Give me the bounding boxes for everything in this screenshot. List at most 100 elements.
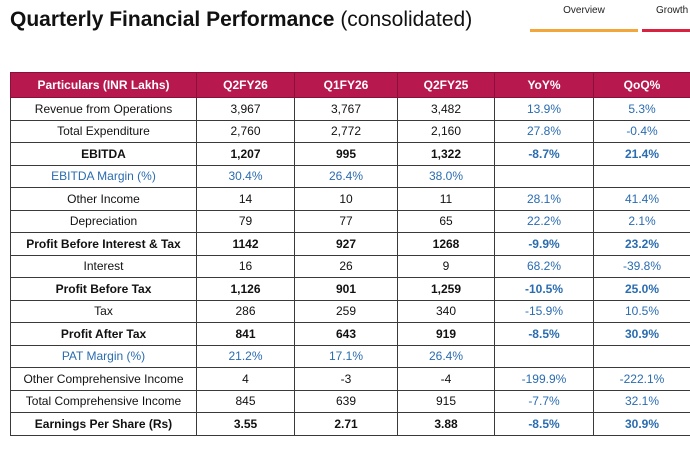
row-label: Depreciation — [10, 209, 197, 233]
column-header-q2fy25: Q2FY25 — [397, 72, 495, 98]
financial-table: Particulars (INR Lakhs) Q2FY26 Q1FY26 Q2… — [10, 72, 690, 436]
cell-qoq: 5.3% — [593, 97, 690, 121]
cell-q2fy26: 79 — [196, 209, 295, 233]
tab-growth[interactable]: Growth & — [642, 0, 690, 34]
cell-yoy: -9.9% — [494, 232, 594, 256]
cell-q2fy26: 1142 — [196, 232, 295, 256]
cell-q1fy26: 2,772 — [294, 119, 398, 143]
cell-qoq — [593, 344, 690, 368]
cell-yoy: 13.9% — [494, 97, 594, 121]
cell-q2fy26: 3.55 — [196, 412, 295, 436]
cell-q2fy26: 30.4% — [196, 164, 295, 188]
cell-q1fy26: 26 — [294, 254, 398, 278]
table-row: PAT Margin (%) 21.2% 17.1% 26.4% — [10, 344, 690, 368]
cell-q1fy26: 17.1% — [294, 344, 398, 368]
row-label: Profit Before Interest & Tax — [10, 232, 197, 256]
cell-q2fy26: 14 — [196, 187, 295, 211]
cell-yoy: -8.5% — [494, 322, 594, 346]
cell-yoy: -7.7% — [494, 389, 594, 413]
cell-qoq: 2.1% — [593, 209, 690, 233]
table-row: Tax 286 259 340 -15.9% 10.5% — [10, 299, 690, 323]
cell-qoq: 25.0% — [593, 277, 690, 301]
tab-overview-label: Overview — [563, 5, 605, 16]
cell-q1fy26: 10 — [294, 187, 398, 211]
cell-qoq: -39.8% — [593, 254, 690, 278]
table-row: Total Comprehensive Income 845 639 915 -… — [10, 389, 690, 413]
cell-q2fy26: 1,207 — [196, 142, 295, 166]
row-label: Total Comprehensive Income — [10, 389, 197, 413]
row-label: Interest — [10, 254, 197, 278]
cell-qoq: 23.2% — [593, 232, 690, 256]
table-row: Depreciation 79 77 65 22.2% 2.1% — [10, 209, 690, 233]
cell-yoy: -199.9% — [494, 367, 594, 391]
cell-q1fy26: 77 — [294, 209, 398, 233]
table-row: Profit Before Interest & Tax 1142 927 12… — [10, 232, 690, 256]
row-label: PAT Margin (%) — [10, 344, 197, 368]
column-header-yoy: YoY% — [494, 72, 594, 98]
cell-q1fy26: 643 — [294, 322, 398, 346]
cell-q1fy26: 259 — [294, 299, 398, 323]
column-header-q2fy26: Q2FY26 — [196, 72, 295, 98]
cell-q1fy26: 26.4% — [294, 164, 398, 188]
row-label: Profit Before Tax — [10, 277, 197, 301]
cell-q2fy26: 16 — [196, 254, 295, 278]
cell-q2fy25: 3.88 — [397, 412, 495, 436]
table-header-row: Particulars (INR Lakhs) Q2FY26 Q1FY26 Q2… — [10, 72, 690, 98]
cell-q2fy26: 3,967 — [196, 97, 295, 121]
row-label: Profit After Tax — [10, 322, 197, 346]
tab-overview[interactable]: Overview — [530, 0, 638, 34]
table-row: Other Income 14 10 11 28.1% 41.4% — [10, 187, 690, 211]
row-label: Total Expenditure — [10, 119, 197, 143]
cell-qoq: 41.4% — [593, 187, 690, 211]
tab-growth-underline — [642, 29, 690, 32]
cell-yoy — [494, 164, 594, 188]
cell-q1fy26: 639 — [294, 389, 398, 413]
row-label: EBITDA Margin (%) — [10, 164, 197, 188]
table-row: Profit After Tax 841 643 919 -8.5% 30.9% — [10, 322, 690, 346]
cell-q1fy26: 927 — [294, 232, 398, 256]
column-header-qoq: QoQ% — [593, 72, 690, 98]
cell-qoq: 32.1% — [593, 389, 690, 413]
row-label: Earnings Per Share (Rs) — [10, 412, 197, 436]
cell-q2fy26: 1,126 — [196, 277, 295, 301]
cell-q1fy26: 3,767 — [294, 97, 398, 121]
row-label: Revenue from Operations — [10, 97, 197, 121]
cell-yoy: -15.9% — [494, 299, 594, 323]
cell-qoq: -222.1% — [593, 367, 690, 391]
cell-q2fy25: -4 — [397, 367, 495, 391]
tab-growth-label: Growth & — [656, 5, 690, 16]
cell-yoy: 22.2% — [494, 209, 594, 233]
cell-q2fy25: 1,322 — [397, 142, 495, 166]
cell-q2fy25: 2,160 — [397, 119, 495, 143]
cell-q2fy25: 11 — [397, 187, 495, 211]
cell-yoy: 28.1% — [494, 187, 594, 211]
cell-yoy: -8.7% — [494, 142, 594, 166]
cell-yoy: 27.8% — [494, 119, 594, 143]
cell-yoy — [494, 344, 594, 368]
cell-yoy: -10.5% — [494, 277, 594, 301]
table-row: Total Expenditure 2,760 2,772 2,160 27.8… — [10, 119, 690, 143]
cell-q2fy26: 2,760 — [196, 119, 295, 143]
cell-q1fy26: 995 — [294, 142, 398, 166]
column-header-particulars: Particulars (INR Lakhs) — [10, 72, 197, 98]
table-row: Revenue from Operations 3,967 3,767 3,48… — [10, 97, 690, 121]
tab-overview-underline — [530, 29, 638, 32]
cell-qoq: 30.9% — [593, 412, 690, 436]
cell-q2fy26: 841 — [196, 322, 295, 346]
cell-q1fy26: 2.71 — [294, 412, 398, 436]
cell-qoq — [593, 164, 690, 188]
cell-yoy: 68.2% — [494, 254, 594, 278]
table-row: EBITDA Margin (%) 30.4% 26.4% 38.0% — [10, 164, 690, 188]
cell-q1fy26: -3 — [294, 367, 398, 391]
cell-q2fy26: 21.2% — [196, 344, 295, 368]
cell-q2fy25: 65 — [397, 209, 495, 233]
cell-qoq: -0.4% — [593, 119, 690, 143]
table-row: Profit Before Tax 1,126 901 1,259 -10.5%… — [10, 277, 690, 301]
cell-q2fy25: 915 — [397, 389, 495, 413]
table-row: Interest 16 26 9 68.2% -39.8% — [10, 254, 690, 278]
column-header-q1fy26: Q1FY26 — [294, 72, 398, 98]
cell-q2fy25: 340 — [397, 299, 495, 323]
page-title-subtitle: (consolidated) — [340, 8, 473, 31]
cell-q2fy26: 286 — [196, 299, 295, 323]
cell-q2fy26: 4 — [196, 367, 295, 391]
